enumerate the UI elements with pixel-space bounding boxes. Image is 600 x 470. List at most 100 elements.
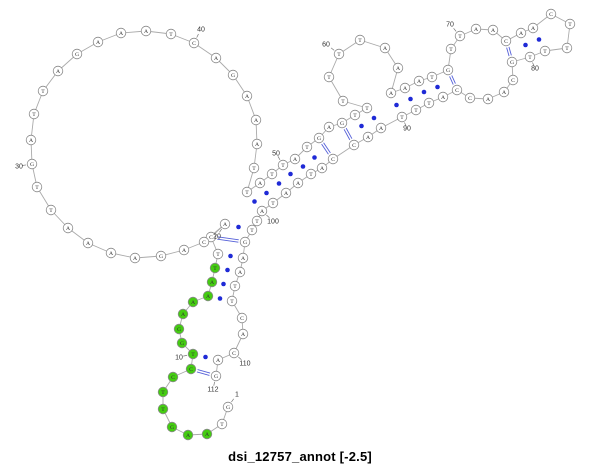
position-label-40: 40	[197, 27, 205, 34]
nucleotide-95-A	[316, 162, 328, 174]
nucleotide-letter-3: A	[205, 432, 210, 438]
nucleotide-letter-7: T	[161, 390, 165, 396]
nucleotide-letter-109: A	[241, 332, 246, 338]
nucleotide-87-A	[437, 91, 449, 103]
position-label-tick-50	[277, 156, 281, 160]
nucleotide-62-A	[379, 42, 391, 54]
at-pair-dot	[371, 115, 377, 121]
nucleotide-46-T	[248, 162, 260, 174]
nucleotide-109-A	[237, 328, 249, 340]
position-label-1: 1	[235, 392, 239, 399]
nucleotide-38-A	[140, 25, 152, 37]
nucleotide-94-C	[327, 153, 339, 165]
nucleotide-35-G	[71, 48, 83, 60]
nucleotide-letter-25: A	[109, 251, 114, 257]
nucleotide-107-T	[226, 295, 238, 307]
nucleotide-letter-54: A	[327, 125, 332, 131]
nucleotide-letter-46: T	[252, 166, 256, 172]
position-label-30: 30	[15, 164, 23, 171]
nucleotide-12-G	[173, 323, 185, 335]
nucleotide-letter-65: A	[403, 86, 408, 92]
position-label-tick-70	[453, 28, 457, 32]
nucleotide-83-A	[498, 86, 510, 98]
nucleotide-letter-51: A	[293, 157, 298, 163]
nucleotide-66-A	[413, 75, 425, 87]
nucleotide-43-A	[241, 90, 253, 102]
nucleotide-75-A	[527, 22, 539, 34]
nucleotide-letter-74: A	[519, 31, 524, 37]
at-pair-dot	[203, 354, 208, 360]
nucleotide-letter-10: T	[191, 352, 195, 358]
at-pair-dot	[228, 253, 233, 259]
at-pair-dot	[394, 102, 399, 108]
nucleotide-16-A	[206, 276, 218, 288]
nucleotide-106-T	[229, 280, 241, 292]
nucleotide-letter-77: T	[568, 22, 572, 28]
nucleotide-53-G	[313, 132, 325, 144]
nucleotide-letter-30: G	[30, 162, 34, 168]
nucleotide-letter-96: T	[309, 172, 313, 178]
at-pair-dot	[288, 171, 293, 177]
nucleotide-letter-24: A	[133, 256, 138, 262]
position-label-10: 10	[175, 355, 183, 362]
at-pair-dot	[435, 84, 440, 90]
nucleotide-letter-80: T	[528, 55, 532, 61]
nucleotide-letter-26: A	[86, 241, 91, 247]
at-pair-dot	[225, 267, 230, 273]
nucleotide-90-T	[396, 111, 408, 123]
nucleotide-letter-67: T	[430, 75, 434, 81]
nucleotide-letter-5: G	[170, 425, 174, 431]
nucleotide-71-A	[470, 23, 482, 35]
nucleotide-22-A	[178, 244, 190, 256]
nucleotide-91-A	[375, 122, 387, 134]
nucleotide-letter-39: T	[169, 32, 173, 38]
position-label-80: 80	[531, 66, 539, 73]
nucleotide-76-C	[545, 8, 557, 20]
at-pair-dot	[217, 296, 223, 301]
nucleotide-60-T	[333, 48, 345, 60]
nucleotide-78-T	[561, 42, 573, 54]
nucleotide-letter-108: C	[240, 316, 244, 322]
nucleotide-14-A	[187, 296, 199, 308]
nucleotide-letter-42: G	[231, 73, 235, 79]
gc-pair-double-line	[197, 369, 211, 374]
nucleotide-47-T	[241, 186, 253, 198]
nucleotide-letter-71: A	[474, 27, 479, 33]
nucleotide-25-A	[105, 247, 117, 259]
nucleotide-49-T	[266, 168, 278, 180]
nucleotide-letter-78: T	[565, 46, 569, 52]
nucleotide-letter-16: A	[210, 280, 215, 286]
position-label-100: 100	[267, 219, 279, 226]
position-label-20: 20	[213, 234, 221, 241]
nucleotide-letter-18: T	[216, 252, 220, 258]
nucleotide-letter-89: T	[414, 108, 418, 114]
nucleotide-11-G	[176, 337, 188, 349]
gc-pair-double-line	[345, 127, 353, 139]
nucleotide-letter-11: G	[180, 341, 184, 347]
gc-pair-double-line	[217, 236, 239, 241]
nucleotide-letter-22: A	[182, 248, 187, 254]
at-pair-dot	[536, 37, 542, 42]
nucleotide-89-T	[410, 104, 422, 116]
nucleotide-20-A	[219, 218, 231, 230]
nucleotide-99-T	[267, 197, 279, 209]
nucleotide-15-A	[202, 290, 214, 302]
nucleotide-88-T	[423, 97, 435, 109]
nucleotide-98-A	[280, 187, 292, 199]
nucleotide-58-T	[337, 95, 349, 107]
nucleotide-letter-27: A	[66, 226, 71, 232]
nucleotide-letter-68: G	[446, 68, 450, 74]
nucleotide-letter-107: T	[230, 299, 234, 305]
nucleotide-letter-53: G	[317, 136, 321, 142]
nucleotide-letter-44: A	[254, 118, 259, 124]
position-label-60: 60	[322, 42, 330, 49]
nucleotide-letter-99: T	[271, 201, 275, 207]
nucleotide-31-A	[25, 134, 37, 146]
nucleotide-letter-29: T	[35, 185, 39, 191]
nucleotide-56-T	[349, 109, 361, 121]
nucleotide-37-A	[115, 27, 127, 39]
nucleotide-letter-64: A	[389, 91, 394, 97]
nucleotide-59-T	[323, 71, 335, 83]
gc-pair-double-line	[323, 142, 331, 154]
